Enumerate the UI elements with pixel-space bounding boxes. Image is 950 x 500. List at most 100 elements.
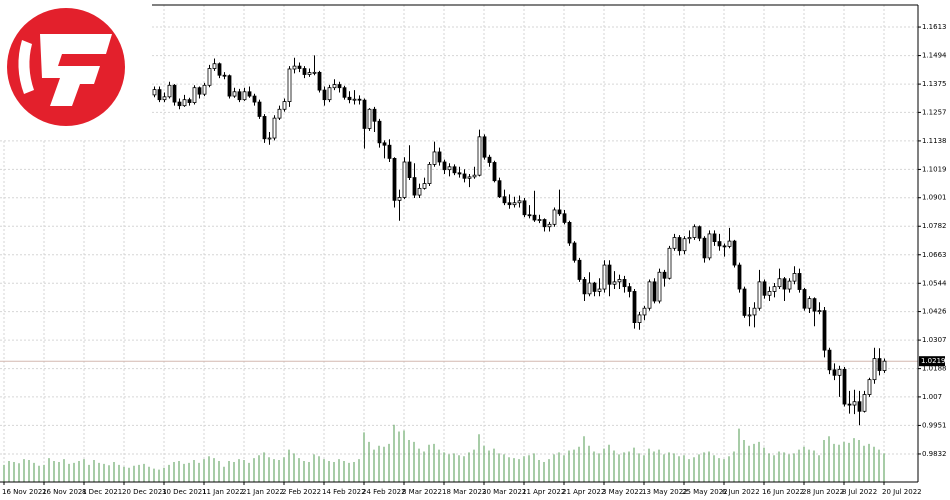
candle-body [427,163,432,184]
candle-body [292,65,297,70]
candle-body [302,68,307,75]
candle-body [337,84,342,89]
x-tick-label: 26 Nov 2021 [42,488,87,496]
candle-body [442,161,447,171]
candle-body [197,87,202,95]
candle-body [407,161,412,178]
candle-body [707,233,712,259]
grid [0,5,918,482]
candle-body [572,242,577,261]
candle-body [692,226,697,238]
candle-body [437,151,442,163]
x-tick-label: 24 Feb 2022 [362,488,406,496]
x-tick-label: 8 Dec 2021 [82,488,122,496]
candle-body [167,84,172,98]
y-tick-label: 1.1613 [922,23,947,31]
candle-body [797,273,802,290]
candle-body [612,281,617,285]
candle-body [297,65,302,69]
y-tick-label: 1.0307 [922,336,947,344]
candle-body [622,279,627,288]
candle-body [342,87,347,98]
candle-body [677,237,682,252]
candle-body [272,117,277,139]
candle-body [392,158,397,201]
candle-body [412,177,417,196]
price-label-box [919,356,945,367]
candle-body [627,286,632,292]
candle-body [477,136,482,176]
candle-body [317,71,322,91]
candle-body [417,187,422,196]
y-tick-label: 0.9832 [922,450,947,458]
candle-body [647,281,652,309]
x-tick-label: 20 Jul 2022 [882,488,922,496]
candle-body [467,176,472,179]
candle-body [637,314,642,324]
candle-body [352,98,357,101]
x-tick-label: 18 Mar 2022 [442,488,486,496]
y-tick-label: 0.9951 [922,421,947,429]
candle-body [632,291,637,324]
candle-body [202,84,207,95]
candle-body [257,101,262,117]
x-tick-label: 2 Feb 2022 [282,488,321,496]
x-tick-label: 14 Feb 2022 [322,488,366,496]
axes: 1.1613 1.1494 1.1375 1.1257 1.1138 1.1019 1.09… [0,4,947,496]
candle-body [377,120,382,144]
x-tick-label: 21 Apr 2022 [562,488,605,496]
candle-body [662,271,667,279]
candle-body [502,196,507,204]
candle-body [212,63,217,69]
candle-body [542,219,547,228]
x-tick-label: 30 Mar 2022 [482,488,526,496]
volume-layer [3,424,885,482]
candle-body [752,307,757,316]
candle-body [357,98,362,101]
candle-body [667,247,672,279]
price-label: 1.0219 [921,357,946,365]
candle-body [757,281,762,309]
candle-body [402,161,407,198]
candle-body [492,162,497,182]
candle-body [222,74,227,77]
candle-body [277,108,282,119]
candle-body [162,96,167,101]
candle-body [772,286,777,292]
candle-body [672,237,677,249]
candle-body [722,245,727,248]
y-tick-label: 1.1019 [922,165,947,173]
candle-body [422,183,427,189]
candle-body [862,394,867,412]
candle-body [312,71,317,74]
candle-body [287,68,292,102]
candle-body [242,91,247,101]
x-tick-label: 28 Jun 2022 [802,488,844,496]
candle-body [852,401,857,406]
x-tick-label: 11 Apr 2022 [522,488,565,496]
candle-body [587,282,592,295]
candle-body [237,91,242,101]
candle-body [607,264,612,285]
x-tick-label: 30 Dec 2021 [162,488,207,496]
candle-body [657,271,662,302]
candle-body [472,174,477,178]
candle-body [712,233,717,242]
candle-body [532,214,537,221]
candle-body [447,166,452,171]
candle-body [522,200,527,216]
y-tick-label: 1.0901 [922,194,947,202]
x-tick-label: 11 Jan 2022 [202,488,244,496]
x-tick-label: 3 May 2022 [602,488,643,496]
candle-body [882,360,887,371]
candle-body [557,209,562,215]
candle-body [577,259,582,280]
candle-body [567,222,572,244]
candle-body [187,99,192,103]
candle-body [742,288,747,316]
candle-body [207,68,212,86]
candle-body [847,403,852,406]
candle-body [217,63,222,76]
